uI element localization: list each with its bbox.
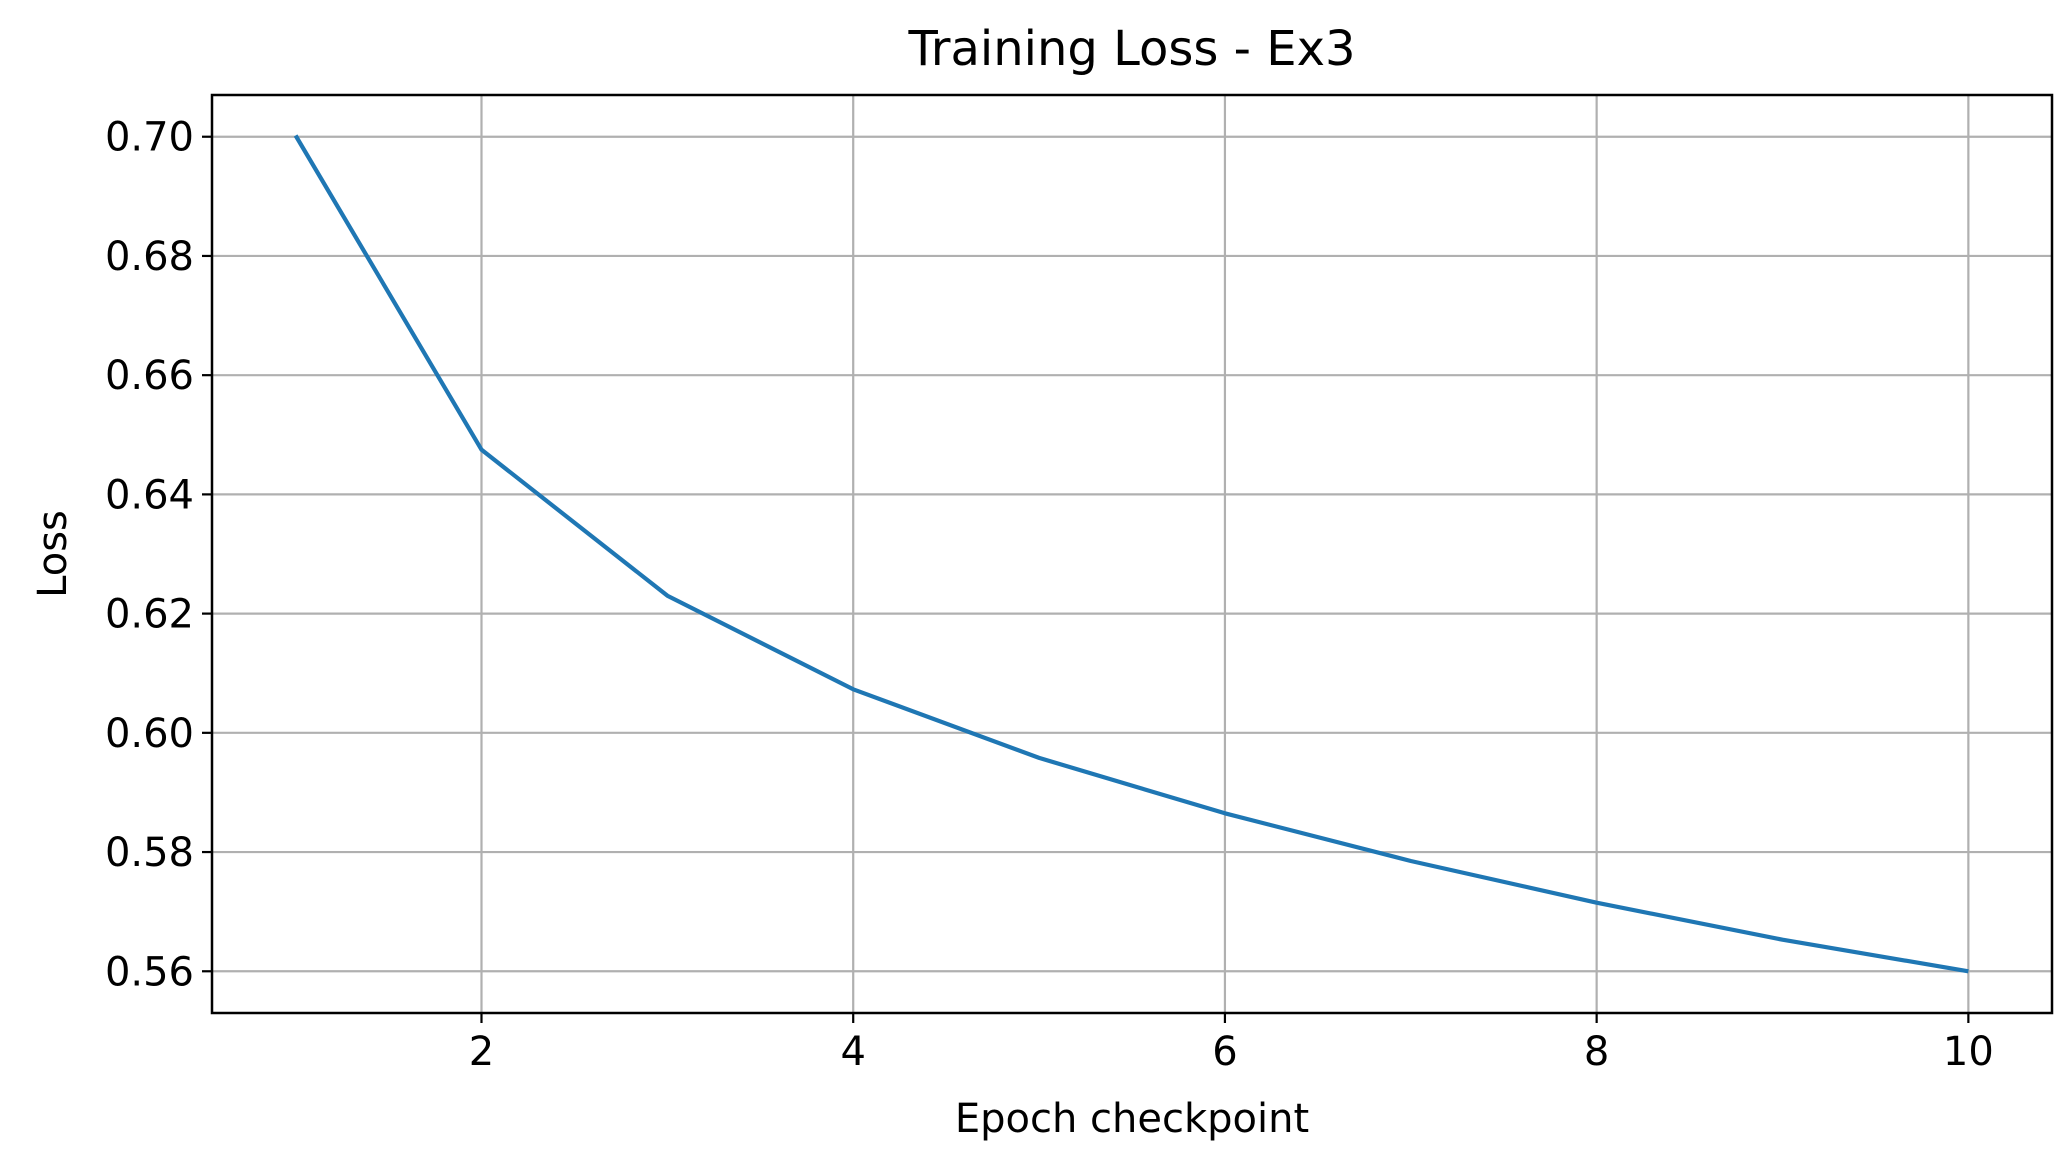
axis-ticks: 2 4 6 8 10 0.56 0.58 0.60 0.62 0.64 0.66 0.68 0.70	[105, 115, 1994, 1075]
x-tick-label: 6	[1212, 1029, 1237, 1075]
series-layer	[293, 134, 1969, 974]
y-tick-label: 0.64	[105, 472, 194, 518]
plot-frame	[210, 93, 2054, 1015]
y-tick-label: 0.70	[105, 115, 194, 161]
series-line	[293, 134, 1969, 974]
x-tick-label: 10	[1943, 1029, 1994, 1075]
y-tick-label: 0.58	[105, 830, 194, 876]
x-tick-label: 4	[840, 1029, 865, 1075]
y-tick-label: 0.68	[105, 234, 194, 280]
y-tick-label: 0.56	[105, 949, 194, 995]
x-axis-label: Epoch checkpoint	[955, 1096, 1309, 1142]
y-tick-label: 0.62	[105, 592, 194, 638]
grid	[212, 95, 2052, 1013]
y-tick-label: 0.60	[105, 711, 194, 757]
chart-title: Training Loss - Ex3	[907, 21, 1355, 77]
x-tick-label: 8	[1584, 1029, 1609, 1075]
y-axis-label: Loss	[30, 510, 76, 598]
y-tick-label: 0.66	[105, 353, 194, 399]
x-tick-label: 2	[469, 1029, 494, 1075]
